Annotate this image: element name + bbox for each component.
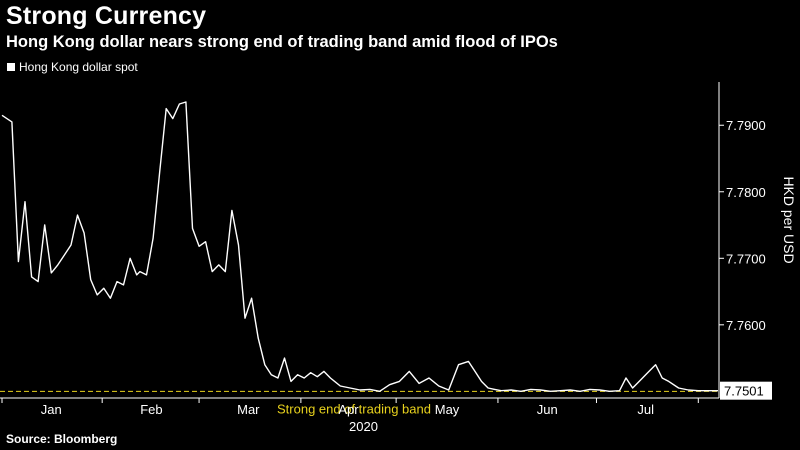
legend-swatch	[7, 63, 15, 71]
y-tick-label: 7.7600	[726, 318, 766, 333]
reference-line-label: Strong end of trading band	[277, 401, 431, 416]
chart-title: Strong Currency	[6, 2, 207, 30]
x-tick-label: Jul	[637, 402, 654, 417]
last-value-box	[720, 381, 772, 400]
series-group	[1, 101, 718, 392]
x-tick-label: Feb	[140, 402, 162, 417]
x-tick-label: May	[435, 402, 460, 417]
year-label: 2020	[349, 419, 378, 434]
x-tick-label: Jan	[41, 402, 62, 417]
legend: Hong Kong dollar spot	[7, 60, 138, 74]
axis-labels: 7.7600 7.7700 7.7800 7.7900 Jan Feb Mar Apr May J…	[41, 118, 797, 434]
series-line-hkd-spot	[1, 101, 718, 392]
chart-subtitle: Hong Kong dollar nears strong end of tra…	[6, 33, 558, 51]
legend-label: Hong Kong dollar spot	[19, 60, 138, 74]
y-axis-label: HKD per USD	[781, 176, 797, 263]
x-tick-label: Mar	[237, 402, 260, 417]
y-tick-label: 7.7700	[726, 251, 766, 266]
source-note: Source: Bloomberg	[6, 432, 118, 446]
last-value-label: 7.7501	[724, 384, 764, 399]
axes	[0, 82, 724, 403]
x-tick-label: Apr	[338, 402, 359, 417]
reference-line-group: Strong end of trading band	[0, 390, 718, 416]
x-tick-label: Jun	[537, 402, 558, 417]
y-tick-label: 7.7800	[726, 185, 766, 200]
y-tick-label: 7.7900	[726, 118, 766, 133]
